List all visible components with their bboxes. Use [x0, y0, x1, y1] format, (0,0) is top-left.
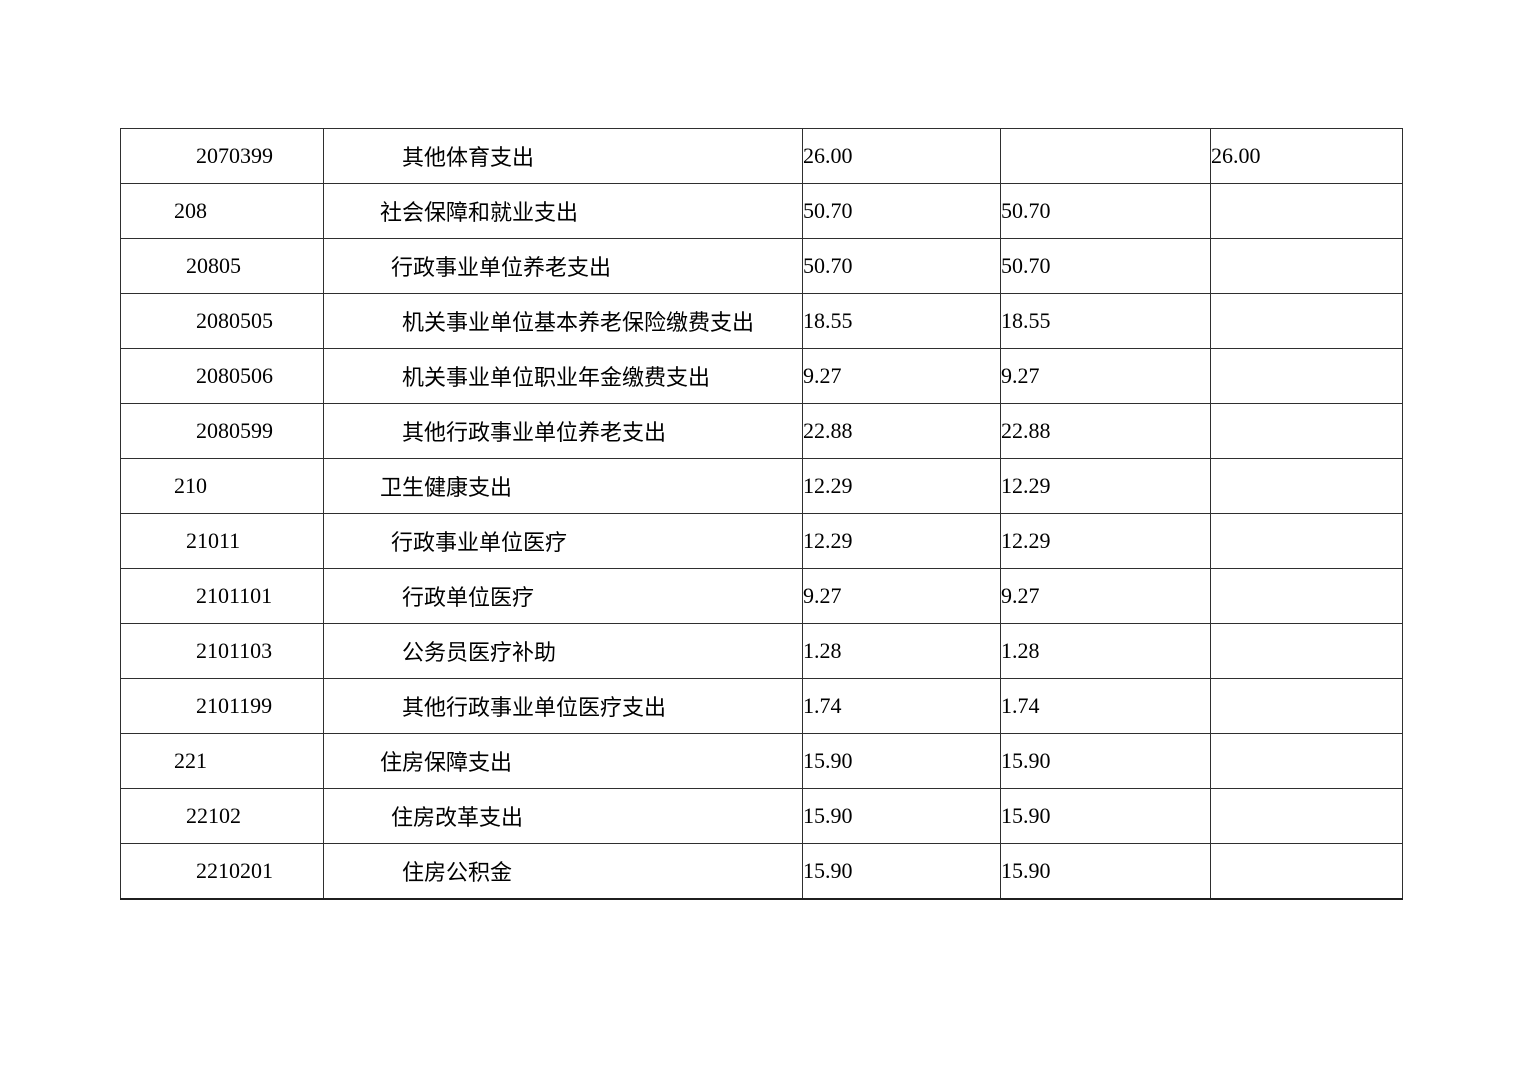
table-row: 20805 行政事业单位养老支出 50.70 50.70 [120, 238, 1403, 294]
name-cell: 住房改革支出 [323, 788, 803, 844]
value-cell [1210, 733, 1403, 789]
code-cell: 20805 [120, 238, 324, 294]
value-cell [1210, 788, 1403, 844]
value-cell: 22.88 [802, 403, 1001, 459]
table-row: 2080599 其他行政事业单位养老支出 22.88 22.88 [120, 403, 1403, 459]
value-cell: 9.27 [1000, 568, 1211, 624]
value-cell [1210, 678, 1403, 734]
value-cell: 12.29 [802, 513, 1001, 569]
value-cell [1210, 458, 1403, 514]
value-cell: 9.27 [802, 568, 1001, 624]
value-cell [1210, 403, 1403, 459]
value-cell: 9.27 [1000, 348, 1211, 404]
value-cell [1210, 183, 1403, 239]
code-cell: 2101199 [120, 678, 324, 734]
code-cell: 2080506 [120, 348, 324, 404]
name-cell: 机关事业单位职业年金缴费支出 [323, 348, 803, 404]
value-cell: 15.90 [802, 733, 1001, 789]
value-cell: 50.70 [802, 238, 1001, 294]
table-row: 2080506 机关事业单位职业年金缴费支出 9.27 9.27 [120, 348, 1403, 404]
value-cell: 1.74 [1000, 678, 1211, 734]
code-cell: 22102 [120, 788, 324, 844]
value-cell: 26.00 [802, 128, 1001, 184]
value-cell [1210, 238, 1403, 294]
code-cell: 21011 [120, 513, 324, 569]
value-cell: 26.00 [1210, 128, 1403, 184]
name-cell: 公务员医疗补助 [323, 623, 803, 679]
value-cell: 1.28 [1000, 623, 1211, 679]
name-cell: 行政事业单位医疗 [323, 513, 803, 569]
value-cell [1210, 513, 1403, 569]
code-cell: 2101103 [120, 623, 324, 679]
code-cell: 2101101 [120, 568, 324, 624]
code-cell: 2080505 [120, 293, 324, 349]
value-cell [1000, 128, 1211, 184]
table-row: 2080505 机关事业单位基本养老保险缴费支出 18.55 18.55 [120, 293, 1403, 349]
value-cell: 50.70 [802, 183, 1001, 239]
name-cell: 机关事业单位基本养老保险缴费支出 [323, 293, 803, 349]
value-cell: 50.70 [1000, 238, 1211, 294]
table-row: 2101103 公务员医疗补助 1.28 1.28 [120, 623, 1403, 679]
table-row: 21011 行政事业单位医疗 12.29 12.29 [120, 513, 1403, 569]
value-cell: 1.28 [802, 623, 1001, 679]
value-cell: 18.55 [802, 293, 1001, 349]
code-cell: 221 [120, 733, 324, 789]
table-row: 221 住房保障支出 15.90 15.90 [120, 733, 1403, 789]
name-cell: 卫生健康支出 [323, 458, 803, 514]
value-cell: 15.90 [802, 788, 1001, 844]
value-cell [1210, 348, 1403, 404]
value-cell: 15.90 [1000, 843, 1211, 900]
table-row: 2101199 其他行政事业单位医疗支出 1.74 1.74 [120, 678, 1403, 734]
code-cell: 2080599 [120, 403, 324, 459]
value-cell: 15.90 [1000, 788, 1211, 844]
name-cell: 社会保障和就业支出 [323, 183, 803, 239]
value-cell: 50.70 [1000, 183, 1211, 239]
value-cell [1210, 293, 1403, 349]
value-cell: 12.29 [802, 458, 1001, 514]
value-cell: 18.55 [1000, 293, 1211, 349]
name-cell: 其他行政事业单位医疗支出 [323, 678, 803, 734]
code-cell: 208 [120, 183, 324, 239]
value-cell [1210, 843, 1403, 900]
name-cell: 行政单位医疗 [323, 568, 803, 624]
value-cell: 15.90 [1000, 733, 1211, 789]
value-cell: 12.29 [1000, 458, 1211, 514]
name-cell: 行政事业单位养老支出 [323, 238, 803, 294]
name-cell: 住房保障支出 [323, 733, 803, 789]
code-cell: 2070399 [120, 128, 324, 184]
table-row: 2101101 行政单位医疗 9.27 9.27 [120, 568, 1403, 624]
table-row: 208 社会保障和就业支出 50.70 50.70 [120, 183, 1403, 239]
table-row: 2210201 住房公积金 15.90 15.90 [120, 843, 1403, 900]
value-cell: 15.90 [802, 843, 1001, 900]
value-cell [1210, 623, 1403, 679]
table-row: 210 卫生健康支出 12.29 12.29 [120, 458, 1403, 514]
code-cell: 2210201 [120, 843, 324, 900]
budget-table: 2070399 其他体育支出 26.00 26.00 208 社会保障和就业支出… [120, 128, 1403, 900]
name-cell: 住房公积金 [323, 843, 803, 900]
value-cell [1210, 568, 1403, 624]
name-cell: 其他体育支出 [323, 128, 803, 184]
code-cell: 210 [120, 458, 324, 514]
value-cell: 12.29 [1000, 513, 1211, 569]
value-cell: 1.74 [802, 678, 1001, 734]
table-row: 22102 住房改革支出 15.90 15.90 [120, 788, 1403, 844]
table-row: 2070399 其他体育支出 26.00 26.00 [120, 128, 1403, 184]
value-cell: 9.27 [802, 348, 1001, 404]
name-cell: 其他行政事业单位养老支出 [323, 403, 803, 459]
value-cell: 22.88 [1000, 403, 1211, 459]
